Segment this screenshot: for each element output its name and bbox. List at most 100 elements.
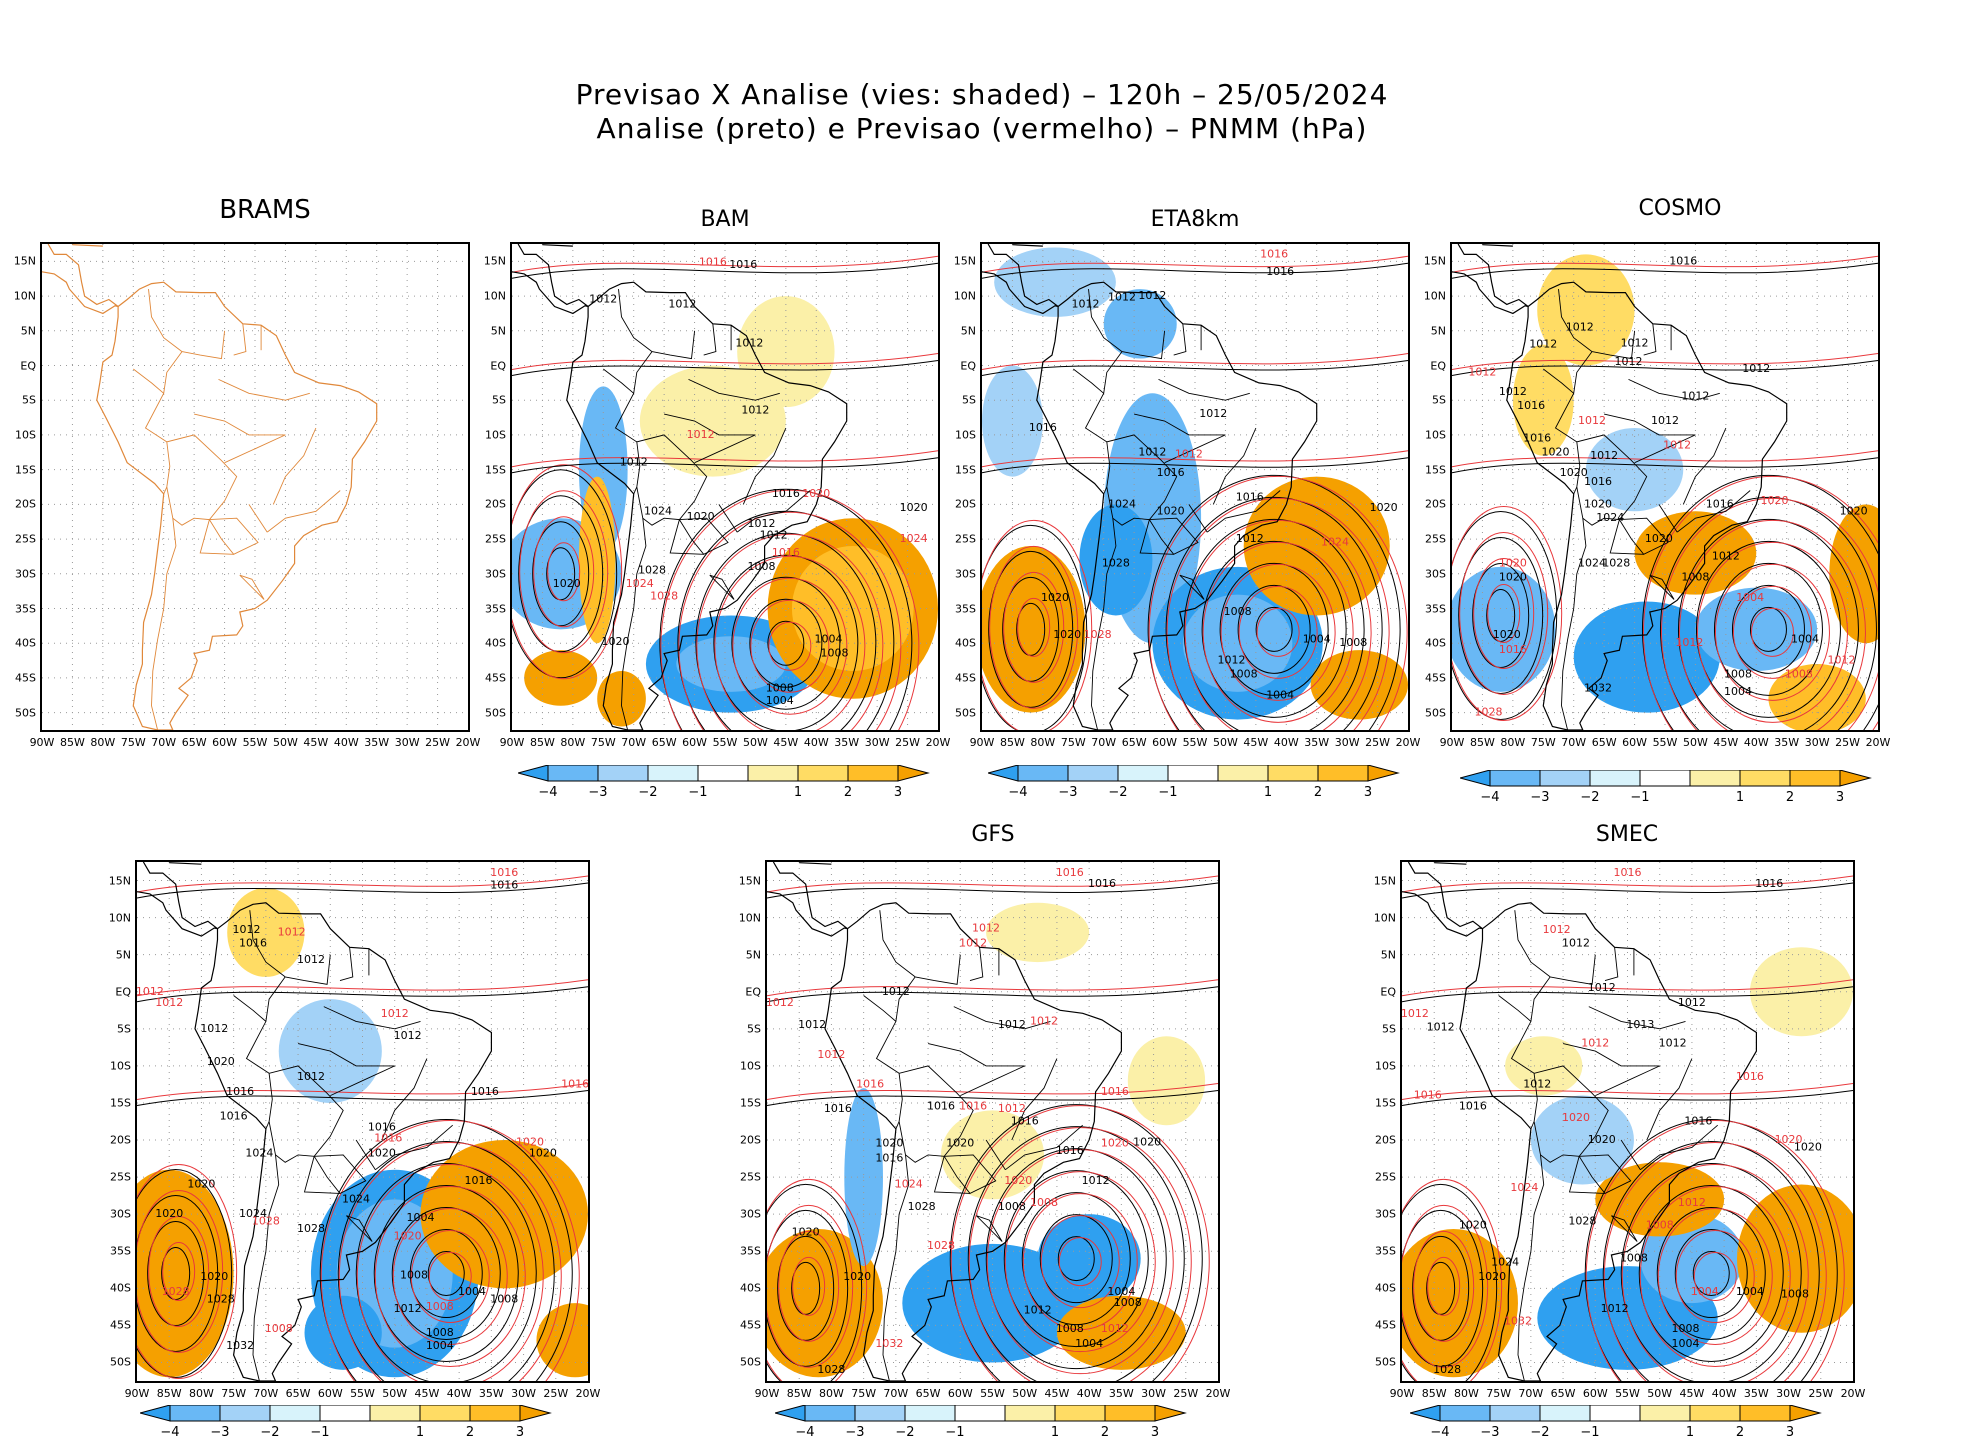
lon-tick-label: 55W bbox=[980, 1387, 1005, 1400]
colorbar-label: 1 bbox=[1736, 790, 1744, 805]
country-border bbox=[252, 1154, 280, 1381]
isobar-label: 1012 bbox=[1175, 447, 1203, 460]
forecast-isobar bbox=[137, 1083, 588, 1101]
country-border bbox=[1588, 1006, 1686, 1030]
isobars bbox=[512, 255, 938, 730]
lon-tick-label: 70W bbox=[883, 1387, 909, 1400]
isobar-label: 1016 bbox=[1056, 866, 1084, 879]
lon-tick-label: 85W bbox=[1421, 1387, 1447, 1400]
central-america-coast bbox=[137, 862, 218, 937]
isobar-label: 1016 bbox=[729, 258, 757, 271]
colorbar-label: −4 bbox=[795, 1425, 814, 1440]
lat-tick-label: 10N bbox=[1373, 911, 1396, 925]
country-border bbox=[381, 1058, 428, 1141]
lon-tick-label: 65W bbox=[285, 1387, 311, 1400]
isobar-label: 1004 bbox=[1671, 1337, 1699, 1350]
bias-region bbox=[982, 365, 1043, 477]
lat-tick-label: 45S bbox=[110, 1318, 131, 1332]
isobar-label: 1004 bbox=[766, 694, 794, 707]
bias-region bbox=[940, 1110, 1045, 1200]
lon-tick-label: 55W bbox=[712, 736, 738, 749]
isobar-label: 1020 bbox=[1370, 501, 1398, 514]
colorbar-swatch bbox=[1217, 765, 1269, 782]
forecast-isobar bbox=[1166, 497, 1390, 730]
bias-region bbox=[227, 887, 305, 977]
country-border bbox=[1498, 995, 1535, 1074]
analysis-isobar bbox=[1472, 562, 1530, 668]
forecast-isobar bbox=[982, 450, 1408, 468]
forecast-isobar bbox=[1621, 1164, 1809, 1381]
isobar-label: 1012 bbox=[1468, 365, 1496, 378]
analysis-isobar bbox=[767, 1209, 849, 1367]
country-border bbox=[1073, 368, 1108, 443]
colorbar-label: 3 bbox=[894, 785, 902, 800]
lon-tick-label: 55W bbox=[1615, 1387, 1640, 1400]
analysis-isobar bbox=[1713, 562, 1823, 696]
lat-tick-label: 30S bbox=[15, 567, 36, 581]
lat-tick-label: 35S bbox=[1425, 602, 1446, 615]
isobar-label: 1016 bbox=[1523, 431, 1551, 444]
country-border bbox=[1530, 1121, 1535, 1130]
colorbar: −4−3−2−11234 bbox=[775, 1405, 1187, 1440]
analysis-isobar bbox=[427, 1250, 465, 1296]
analysis-isobar bbox=[147, 1220, 205, 1326]
lat-tick-label: 5S bbox=[492, 393, 506, 407]
analysis-isobar bbox=[777, 1235, 835, 1341]
lon-tick-label: 45W bbox=[773, 736, 799, 749]
isobar-label: 1028 bbox=[162, 1285, 190, 1298]
colorbar-swatch bbox=[1439, 1405, 1491, 1422]
country-border bbox=[933, 1156, 971, 1194]
colorbar-swatch bbox=[1539, 1405, 1591, 1422]
isobar-label: 1012 bbox=[741, 404, 769, 417]
isobar-label: 1008 bbox=[426, 1326, 454, 1339]
isobar-label: 1024 bbox=[644, 504, 672, 517]
forecast-isobar bbox=[512, 464, 623, 680]
analysis-isobar bbox=[767, 1183, 863, 1381]
country-border bbox=[976, 1215, 1003, 1242]
isobar-label: 1008 bbox=[426, 1300, 454, 1313]
lon-tick-label: 25W bbox=[1835, 736, 1860, 749]
colorbar-label: −3 bbox=[845, 1425, 864, 1440]
country-border bbox=[1595, 1065, 1660, 1097]
forecast-isobar bbox=[320, 1120, 580, 1381]
isobar-label: 1008 bbox=[1681, 570, 1709, 583]
forecast-isobar bbox=[1017, 597, 1051, 657]
country-border bbox=[1646, 1058, 1693, 1141]
lon-tick-label: 65W bbox=[1591, 736, 1617, 749]
country-border bbox=[346, 1215, 373, 1242]
country-border bbox=[148, 289, 183, 352]
isobar-label: 1020 bbox=[207, 1055, 235, 1068]
colorbar-swatch bbox=[519, 1405, 552, 1422]
isobar-label: 1004 bbox=[1303, 633, 1331, 646]
forecast-isobar bbox=[767, 1178, 868, 1381]
isobar-label: 1020 bbox=[394, 1229, 422, 1242]
isobar-label: 1020 bbox=[946, 1137, 974, 1150]
figure-title-line2: Analise (preto) e Previsao (vermelho) – … bbox=[596, 112, 1368, 145]
country-border bbox=[1530, 976, 1551, 1022]
panel-title: BRAMS bbox=[219, 195, 311, 225]
lon-tick-label: 75W bbox=[590, 736, 616, 749]
country-border bbox=[1011, 1058, 1058, 1141]
colorbar-label: 2 bbox=[844, 785, 852, 800]
country-border bbox=[863, 995, 900, 1074]
lat-tick-label: 10N bbox=[1423, 289, 1446, 303]
isobar-label: 1004 bbox=[406, 1211, 434, 1224]
coastlines bbox=[1452, 244, 1788, 730]
lat-tick-label: 10S bbox=[1375, 1059, 1396, 1073]
isobar-label: 1012 bbox=[1663, 438, 1691, 451]
bias-region bbox=[1505, 1036, 1583, 1096]
forecast-isobar bbox=[767, 1083, 1218, 1101]
colorbar-swatch bbox=[1589, 1405, 1641, 1422]
forecast-isobar bbox=[778, 1230, 840, 1342]
lat-tick-label: 40S bbox=[485, 636, 506, 650]
country-border bbox=[1533, 1065, 1609, 1163]
colorbar-label: 3 bbox=[1836, 790, 1844, 805]
country-border bbox=[1573, 351, 1593, 394]
analysis-isobar bbox=[1402, 1183, 1498, 1381]
country-border bbox=[265, 976, 286, 1022]
country-border bbox=[969, 947, 984, 982]
colorbar-swatch bbox=[988, 765, 1019, 782]
isobar-label: 1020 bbox=[1840, 504, 1868, 517]
